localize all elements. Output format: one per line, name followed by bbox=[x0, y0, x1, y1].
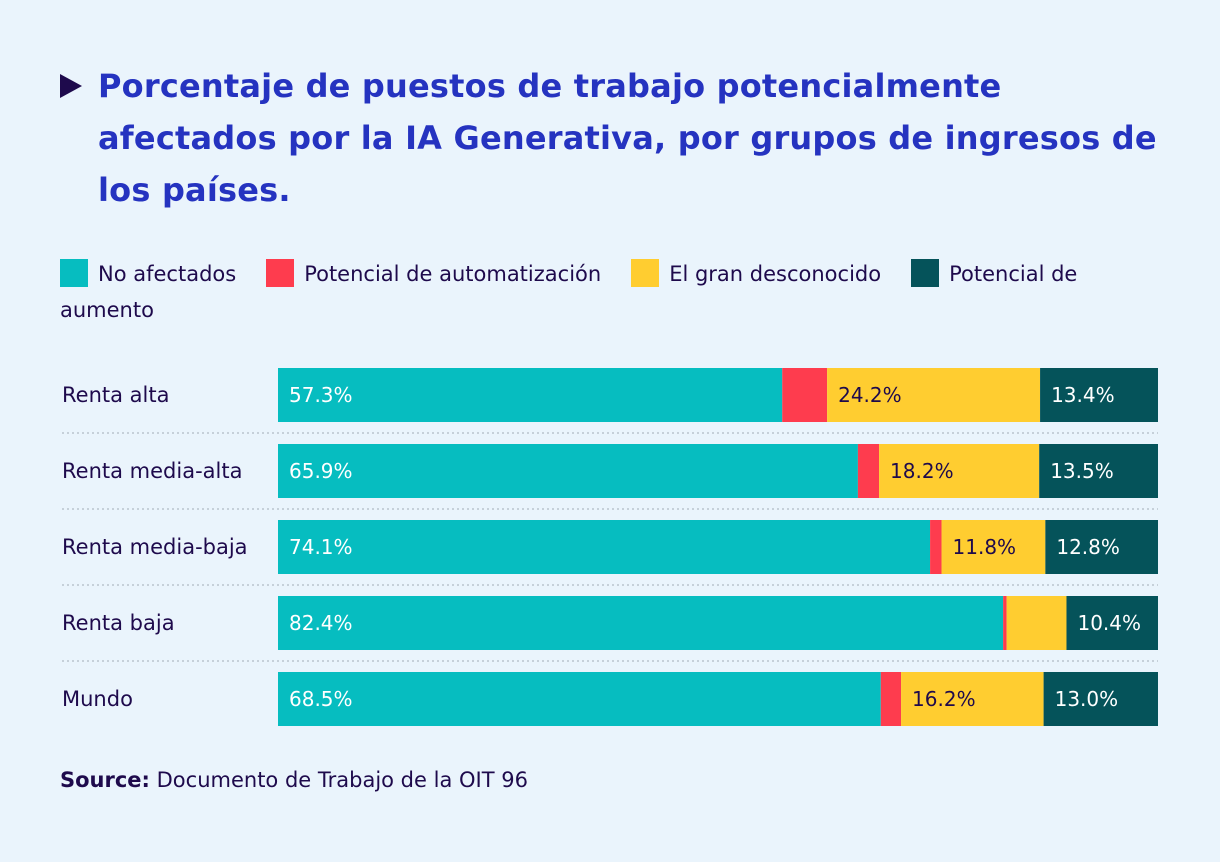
category-label: Mundo bbox=[62, 687, 133, 711]
chart-title: Porcentaje de puestos de trabajo potenci… bbox=[98, 67, 1157, 209]
category-label: Renta baja bbox=[62, 611, 175, 635]
data-label: 65.9% bbox=[289, 459, 353, 483]
bar-segment bbox=[827, 368, 1041, 422]
bar-segment bbox=[1066, 596, 1158, 650]
data-label: 68.5% bbox=[289, 687, 353, 711]
legend-label: No afectados bbox=[98, 262, 237, 286]
bar-segment bbox=[857, 444, 880, 498]
bar-segment bbox=[1039, 444, 1158, 498]
category-label: Renta media-alta bbox=[62, 459, 242, 483]
legend-swatch bbox=[60, 259, 88, 287]
bar-segment bbox=[930, 520, 942, 574]
legend-label: Potencial de automatización bbox=[304, 262, 602, 286]
data-label: 10.4% bbox=[1077, 611, 1141, 635]
source-label: Source: bbox=[60, 768, 150, 792]
source-note: Source: Documento de Trabajo de la OIT 9… bbox=[60, 768, 528, 792]
legend-item-0: No afectados bbox=[60, 259, 237, 287]
bar-segment bbox=[278, 444, 858, 498]
bar-segment bbox=[941, 520, 1046, 574]
bar-segment bbox=[278, 672, 881, 726]
legend: No afectados Potencial de automatización E… bbox=[60, 256, 1160, 328]
legend-swatch bbox=[911, 259, 940, 287]
bar-segment bbox=[278, 596, 1004, 650]
legend-swatch bbox=[631, 259, 660, 287]
bar-segment bbox=[1006, 596, 1067, 650]
data-label: 74.1% bbox=[289, 535, 353, 559]
source-text: Documento de Trabajo de la OIT 96 bbox=[156, 768, 528, 792]
legend-item-2: El gran desconocido bbox=[631, 259, 882, 287]
bar-segment bbox=[879, 444, 1040, 498]
legend-label: El gran desconocido bbox=[669, 262, 882, 286]
data-label: 24.2% bbox=[838, 383, 902, 407]
bar-segment bbox=[278, 368, 783, 422]
data-label: 13.0% bbox=[1055, 687, 1119, 711]
data-label: 13.5% bbox=[1050, 459, 1114, 483]
bar-segment bbox=[782, 368, 828, 422]
bar-segment bbox=[1003, 596, 1007, 650]
data-label: 11.8% bbox=[953, 535, 1017, 559]
title-block: Porcentaje de puestos de trabajo potenci… bbox=[60, 60, 1180, 216]
data-label: 12.8% bbox=[1056, 535, 1120, 559]
category-label: Renta media-baja bbox=[62, 535, 248, 559]
legend-item-3: Potencial de aumento bbox=[60, 259, 1078, 322]
legend-item-1: Potencial de automatización bbox=[266, 259, 602, 287]
category-label: Renta alta bbox=[62, 383, 169, 407]
data-label: 16.2% bbox=[912, 687, 976, 711]
data-label: 18.2% bbox=[890, 459, 954, 483]
legend-label: Potencial de aumento bbox=[60, 262, 1078, 322]
play-arrow-icon bbox=[60, 74, 82, 98]
bar-segment bbox=[880, 672, 902, 726]
bar-segment bbox=[1045, 520, 1158, 574]
bar-segment bbox=[1040, 368, 1158, 422]
data-label: 13.4% bbox=[1051, 383, 1115, 407]
bar-segment bbox=[278, 520, 931, 574]
legend-swatch bbox=[266, 259, 295, 287]
data-label: 57.3% bbox=[289, 383, 353, 407]
bar-segment bbox=[1043, 672, 1158, 726]
data-label: 82.4% bbox=[289, 611, 353, 635]
bar-segment bbox=[901, 672, 1044, 726]
